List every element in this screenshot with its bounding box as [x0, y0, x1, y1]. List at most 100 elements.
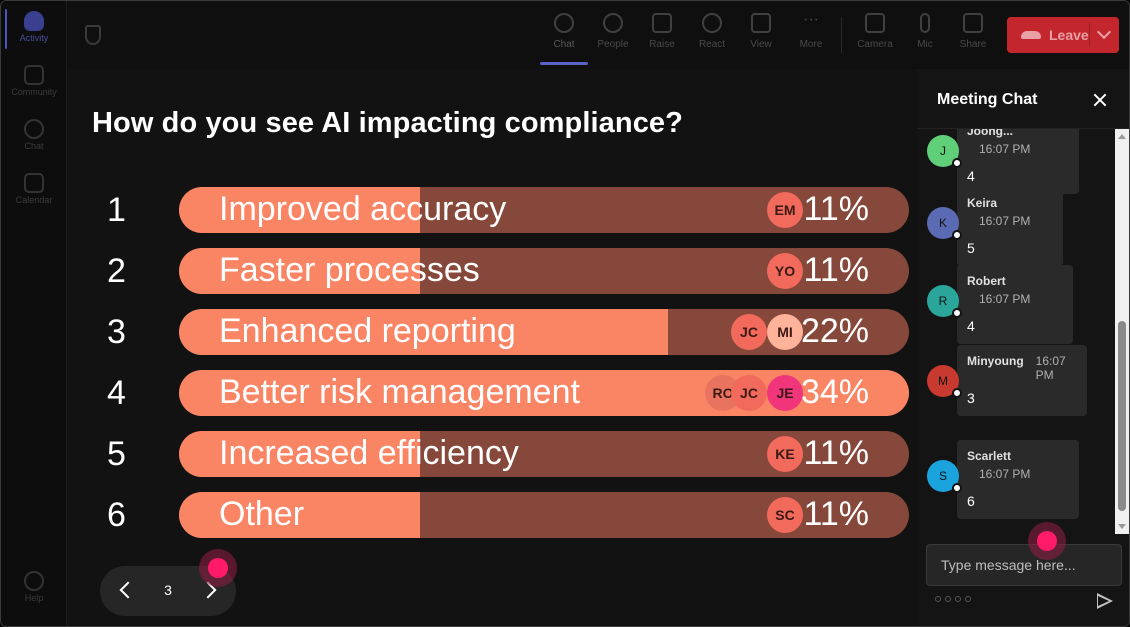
message-text: 6 [967, 493, 975, 509]
message-author: Joong... [967, 129, 1013, 138]
message-author: Robert [967, 274, 1006, 288]
option-number: 4 [107, 374, 126, 412]
avatar-initial: J [940, 144, 946, 158]
bell-icon [24, 11, 44, 31]
poll-option-row: 3 Enhanced reporting MI JC 22% [67, 309, 917, 355]
scroll-thumb[interactable] [1118, 321, 1126, 511]
avatar-initial: K [938, 216, 947, 230]
leave-label: Leave [1049, 27, 1089, 43]
rail-item-calendar[interactable]: Calendar [1, 173, 67, 223]
voter-avatar: KE [767, 436, 803, 472]
message-time: 16:07 PM [979, 467, 1031, 481]
pointer-highlight [199, 549, 237, 587]
poll-stage: How do you see AI impacting compliance? … [67, 69, 917, 626]
view-icon [751, 13, 771, 33]
chat-header: Meeting Chat [917, 69, 1129, 129]
close-icon[interactable] [1089, 89, 1111, 111]
option-number: 2 [107, 252, 126, 290]
chat-message-input[interactable] [926, 544, 1122, 586]
rail-item-chat[interactable]: Chat [1, 119, 67, 169]
chevron-down-icon[interactable] [1096, 24, 1112, 40]
emoji-icon[interactable] [955, 596, 961, 602]
poll-question: How do you see AI impacting compliance? [92, 107, 683, 139]
raise-hand-icon [652, 13, 672, 33]
toolbar-button-label: View [750, 39, 772, 50]
toolbar-react-button[interactable]: React [692, 13, 732, 61]
avatar: J [927, 135, 962, 168]
option-label: Better risk management [219, 373, 580, 411]
gif-icon[interactable] [965, 596, 971, 602]
voter-avatar: JC [731, 375, 767, 411]
toolbar-camera-button[interactable]: Camera [855, 13, 895, 61]
toolbar-button-label: People [597, 39, 629, 50]
chat-title: Meeting Chat [937, 91, 1038, 108]
leave-button[interactable]: Leave [1007, 17, 1119, 53]
voter-avatar: EM [767, 192, 803, 228]
toolbar-button-label: Camera [857, 39, 893, 50]
people-icon [603, 13, 623, 33]
option-number: 5 [107, 435, 126, 473]
rail-item-community[interactable]: Community [1, 65, 67, 115]
toolbar-button-label: Mic [917, 39, 933, 50]
toolbar-chat-button[interactable]: Chat [540, 13, 588, 65]
active-indicator [5, 9, 7, 49]
message-bubble: Scarlett 16:07 PM 6 [957, 440, 1079, 519]
rail-item-help[interactable]: Help [1, 571, 67, 621]
scroll-up-icon[interactable] [1118, 134, 1126, 139]
chevron-left-icon[interactable] [119, 581, 137, 599]
toolbar-mic-button[interactable]: Mic [905, 13, 945, 61]
poll-option-row: 1 Improved accuracy EM 11% [67, 187, 917, 233]
message-author: Keira [967, 196, 998, 210]
chat-scrollbar[interactable] [1115, 129, 1129, 534]
option-label: Faster processes [219, 251, 480, 289]
option-number: 6 [107, 496, 126, 534]
share-icon [963, 13, 983, 33]
avatar: S [927, 460, 962, 493]
option-label: Enhanced reporting [219, 312, 516, 350]
message-author: Scarlett [967, 449, 1012, 463]
avatar-initial: S [938, 469, 947, 483]
voter-avatars: EM [767, 192, 803, 228]
option-bar-fill [179, 492, 420, 538]
voter-avatar: JC [731, 314, 767, 350]
toolbar-people-button[interactable]: People [593, 13, 633, 61]
chat-icon [24, 119, 44, 139]
toolbar-button-label: Raise [649, 39, 675, 50]
message-time: 16:07 PM [979, 142, 1031, 156]
option-percent: 11% [803, 434, 869, 472]
toolbar-raise-button[interactable]: Raise [642, 13, 682, 61]
meeting-toolbar: Chat People Raise React View ··· More Ca… [67, 1, 1129, 69]
message-bubble: Keira 16:07 PM 5 [957, 187, 1063, 266]
voter-avatar: SC [767, 497, 803, 533]
scroll-down-icon[interactable] [1118, 524, 1126, 529]
toolbar-share-button[interactable]: Share [953, 13, 993, 61]
presence-icon [952, 308, 962, 318]
message-author: Minyoung [967, 354, 1024, 368]
rail-item-label: Activity [19, 33, 49, 43]
calendar-icon [24, 173, 44, 193]
voter-avatar: YO [767, 253, 803, 289]
avatar: K [927, 207, 962, 240]
community-icon [24, 65, 44, 85]
toolbar-more-button[interactable]: ··· More [791, 12, 831, 61]
toolbar-view-button[interactable]: View [741, 13, 781, 61]
option-percent: 22% [800, 312, 869, 350]
attach-icon[interactable] [945, 596, 951, 602]
voter-avatars: JE JC RO [705, 375, 803, 411]
format-icon[interactable] [935, 596, 941, 602]
voter-avatar: JE [767, 375, 803, 411]
message-text: 4 [967, 168, 975, 184]
help-icon [24, 571, 44, 591]
option-percent: 11% [803, 251, 869, 289]
chat-icon [554, 13, 574, 33]
message-time: 16:07 PM [979, 292, 1031, 306]
app-rail: Activity Community Chat Calendar Help [1, 1, 67, 626]
send-icon[interactable] [1097, 593, 1113, 609]
shield-icon [85, 25, 101, 45]
voter-avatar: MI [767, 314, 803, 350]
rail-item-activity[interactable]: Activity [1, 11, 67, 61]
voter-avatars: SC [767, 497, 803, 533]
option-label: Increased efficiency [219, 434, 519, 472]
presence-icon [952, 230, 962, 240]
